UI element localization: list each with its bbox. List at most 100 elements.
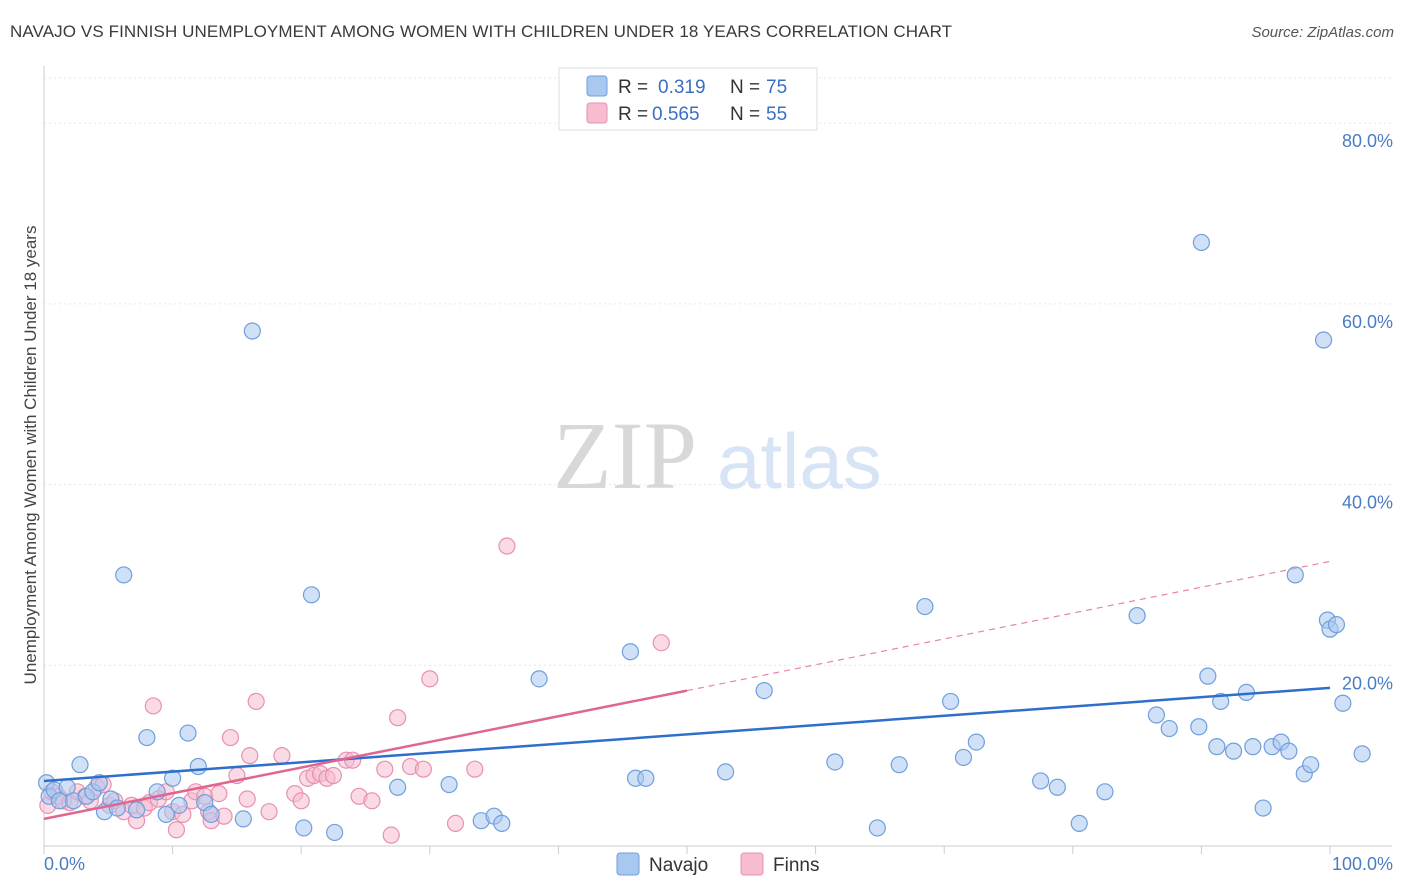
trend-lines-solid: [43, 686, 1331, 821]
navajo-point-27: [302, 586, 321, 604]
axes: [43, 66, 1392, 854]
top-legend: R = 0.319 N = 75 R = 0.565 N = 55: [558, 67, 818, 131]
navajo-point-66: [1286, 566, 1304, 584]
finns-trend-line: [43, 689, 688, 821]
y-tick-label-1: 40.0%: [1342, 493, 1393, 513]
navajo-point-21: [189, 757, 207, 776]
navajo-point-65: [1280, 742, 1298, 760]
legend-r-value-finns: 0.565: [652, 104, 700, 125]
navajo-point-62: [1254, 799, 1272, 817]
legend-n-label-finns: N =: [730, 104, 760, 125]
legend-r-value-navajo: 0.319: [658, 77, 706, 98]
finns-point-32: [238, 790, 256, 808]
navajo-point-56: [1199, 667, 1217, 685]
navajo-point-53: [1160, 719, 1178, 738]
finns-trend-line-dashed: [686, 560, 1331, 692]
navajo-point-28: [326, 823, 344, 842]
bottom-legend-swatch-navajo: [616, 852, 640, 876]
navajo-point-9: [90, 774, 108, 792]
finns-point-52: [414, 760, 432, 778]
finns-point-38: [292, 792, 310, 810]
navajo-point-68: [1302, 756, 1320, 774]
finns-point-48: [376, 760, 394, 778]
navajo-point-24: [234, 810, 252, 828]
navajo-point-33: [493, 814, 511, 833]
navajo-point-40: [826, 753, 844, 771]
finns-point-35: [260, 803, 278, 821]
y-tick-labels: 20.0% 40.0% 60.0% 80.0%: [1342, 131, 1393, 693]
legend-swatch-finns: [586, 102, 608, 124]
trend-lines: [686, 560, 1331, 692]
navajo-point-69: [1314, 331, 1333, 349]
bottom-legend-label-navajo: Navajo: [649, 855, 708, 876]
legend-n-label-navajo: N =: [730, 77, 760, 98]
finns-point-17: [144, 697, 162, 715]
navajo-point-46: [967, 733, 985, 751]
finns-point-28: [210, 784, 228, 803]
navajo-point-25: [243, 322, 261, 340]
legend-n-value-navajo: 75: [766, 77, 787, 98]
x-tick-label-0: 0.0%: [44, 854, 85, 874]
navajo-point-58: [1212, 692, 1230, 711]
finns-point-49: [382, 826, 400, 844]
navajo-point-23: [202, 805, 220, 823]
finns-point-43: [324, 766, 342, 785]
y-tick-label-0: 20.0%: [1342, 673, 1393, 693]
finns-point-53: [421, 670, 439, 688]
navajo-point-13: [115, 566, 133, 584]
bottom-legend-label-finns: Finns: [773, 855, 819, 876]
finns-point-50: [389, 709, 407, 727]
finns-point-57: [652, 634, 670, 652]
legend-r-label-finns: R =: [618, 104, 648, 125]
navajo-point-44: [942, 692, 960, 711]
finns-point-54: [446, 814, 465, 833]
y-tick-label-3: 80.0%: [1342, 131, 1393, 151]
navajo-point-47: [1032, 772, 1050, 790]
finns-point-34: [247, 692, 265, 711]
chart-title: NAVAJO VS FINNISH UNEMPLOYMENT AMONG WOM…: [10, 22, 953, 41]
navajo-point-38: [716, 763, 735, 781]
navajo-trend-line: [43, 686, 1331, 783]
navajo-point-39: [755, 681, 773, 700]
navajo-point-55: [1192, 233, 1211, 252]
navajo-point-43: [916, 597, 934, 616]
navajo-point-14: [127, 801, 146, 819]
finns-point-30: [221, 728, 240, 747]
watermark-zip: ZIP: [553, 402, 697, 509]
watermark-atlas: atlas: [717, 417, 882, 505]
navajo-point-17: [157, 805, 175, 823]
navajo-point-72: [1327, 616, 1346, 634]
finns-point-21: [167, 821, 186, 839]
finns-points: [39, 537, 670, 844]
y-axis-title: Unemployment Among Women with Children U…: [21, 226, 40, 685]
navajo-point-6: [71, 756, 89, 774]
navajo-point-19: [170, 796, 188, 814]
finns-point-47: [363, 792, 381, 810]
navajo-point-15: [138, 728, 156, 747]
navajo-point-41: [868, 819, 886, 837]
legend-r-label-navajo: R =: [618, 77, 648, 98]
x-tick-label-1: 100.0%: [1332, 854, 1393, 874]
navajo-point-29: [389, 778, 407, 796]
navajo-point-59: [1224, 742, 1243, 760]
source-label: Source: ZipAtlas.com: [1251, 24, 1394, 41]
navajo-point-34: [530, 670, 548, 688]
navajo-point-54: [1190, 718, 1208, 736]
y-tick-label-2: 60.0%: [1342, 312, 1393, 332]
navajo-point-73: [1334, 694, 1352, 712]
navajo-point-57: [1208, 738, 1226, 756]
navajo-point-50: [1096, 783, 1114, 801]
navajo-point-74: [1353, 745, 1371, 763]
navajo-point-30: [440, 775, 458, 794]
legend-n-value-finns: 55: [766, 104, 787, 125]
watermark: ZIP atlas: [553, 402, 882, 509]
navajo-point-18: [164, 769, 182, 787]
finns-point-33: [241, 747, 259, 765]
bottom-legend: Navajo Finns: [616, 852, 819, 876]
x-tick-labels: 0.0% 100.0%: [44, 854, 1393, 874]
navajo-point-37: [637, 769, 655, 787]
legend-swatch-navajo: [586, 75, 608, 97]
finns-point-55: [466, 760, 484, 778]
navajo-point-20: [179, 724, 197, 742]
